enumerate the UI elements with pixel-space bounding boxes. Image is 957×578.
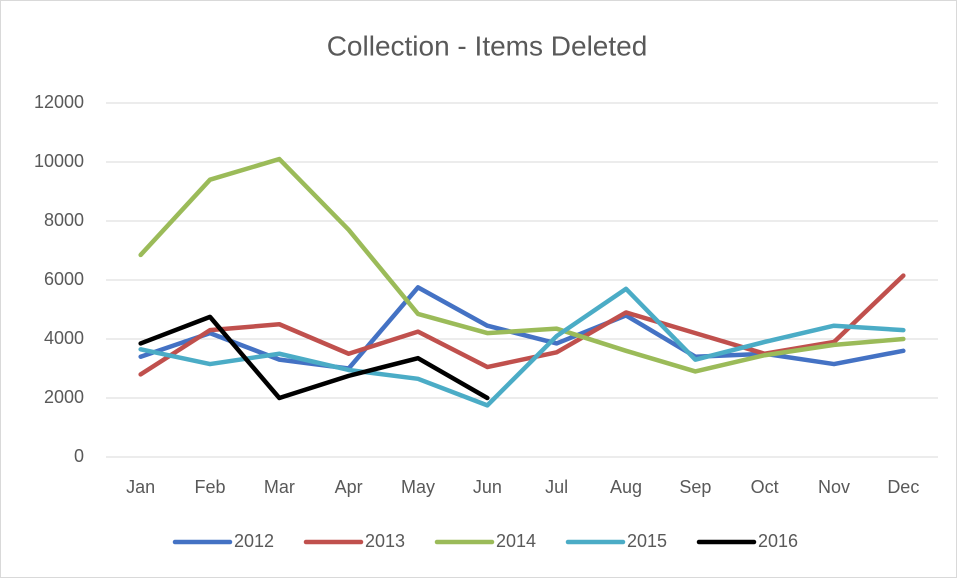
y-tick-label: 0 [74, 446, 84, 466]
legend-label: 2014 [496, 531, 536, 551]
y-tick-label: 8000 [44, 210, 84, 230]
x-tick-label: Mar [264, 477, 295, 497]
chart-title: Collection - Items Deleted [327, 30, 648, 61]
series-line [138, 314, 490, 401]
y-tick-label: 12000 [34, 92, 84, 112]
y-tick-label: 4000 [44, 328, 84, 348]
x-tick-label: Jul [545, 477, 568, 497]
legend-label: 2012 [234, 531, 274, 551]
legend-label: 2016 [758, 531, 798, 551]
x-tick-label: Apr [335, 477, 363, 497]
x-tick-label: Feb [194, 477, 225, 497]
y-tick-label: 10000 [34, 151, 84, 171]
x-tick-label: Aug [610, 477, 642, 497]
x-tick-label: Dec [887, 477, 919, 497]
x-tick-label: Oct [751, 477, 779, 497]
x-tick-label: Nov [818, 477, 850, 497]
x-tick-label: Jun [473, 477, 502, 497]
series-line [138, 286, 906, 408]
legend-label: 2013 [365, 531, 405, 551]
series-line [138, 156, 906, 374]
x-tick-label: Jan [126, 477, 155, 497]
x-tick-label: May [401, 477, 435, 497]
legend-label: 2015 [627, 531, 667, 551]
y-tick-label: 6000 [44, 269, 84, 289]
y-tick-label: 2000 [44, 387, 84, 407]
x-tick-label: Sep [679, 477, 711, 497]
